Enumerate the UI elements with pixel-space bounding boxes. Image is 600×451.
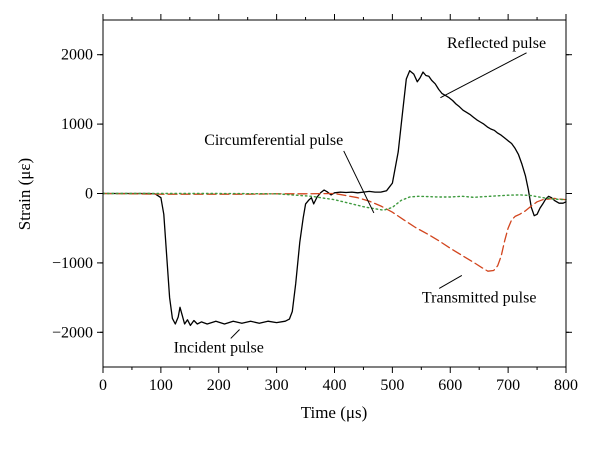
x-tick-label: 300	[265, 377, 289, 394]
x-axis-title: Time (μs)	[301, 403, 368, 422]
y-tick-label: 2000	[61, 47, 93, 64]
x-tick-label: 700	[496, 377, 520, 394]
series-dashed-orange	[102, 192, 567, 272]
x-tick-label: 200	[207, 377, 231, 394]
annotation-transmitted-pulse-label: Transmitted pulse	[422, 289, 537, 306]
annotation-layer: Reflected pulse Circumferential pulse Inci…	[174, 35, 546, 357]
x-tick-label: 100	[149, 377, 173, 394]
y-tick-label: −2000	[52, 324, 93, 341]
annotation-incident-pulse-label: Incident pulse	[174, 339, 264, 356]
y-tick-label: 0	[85, 186, 93, 203]
annotation-reflected-pulse-leader	[440, 52, 527, 99]
y-axis-title: Strain (με)	[15, 158, 34, 230]
x-tick-label: 500	[380, 377, 404, 394]
axes-layer: 0 100 200 300 400 500 600 700 800 −2000 −1000 0 1000…	[52, 14, 578, 394]
x-tick-label: 0	[99, 377, 107, 394]
x-tick-label: 600	[438, 377, 462, 394]
series-dotted-green	[102, 192, 567, 211]
annotation-transmitted-pulse-leader	[438, 274, 463, 289]
annotation-circumferential-pulse-leader	[343, 150, 375, 214]
series-solid-black	[102, 70, 567, 327]
x-tick-label: 800	[554, 377, 578, 394]
series-layer	[102, 70, 567, 327]
annotation-reflected-pulse-label: Reflected pulse	[447, 35, 546, 52]
annotation-incident-pulse-leader	[230, 329, 240, 339]
y-tick-label: −1000	[52, 255, 93, 272]
x-tick-label: 400	[323, 377, 347, 394]
y-tick-label: 1000	[61, 116, 93, 133]
annotation-circumferential-pulse-label: Circumferential pulse	[204, 132, 343, 149]
